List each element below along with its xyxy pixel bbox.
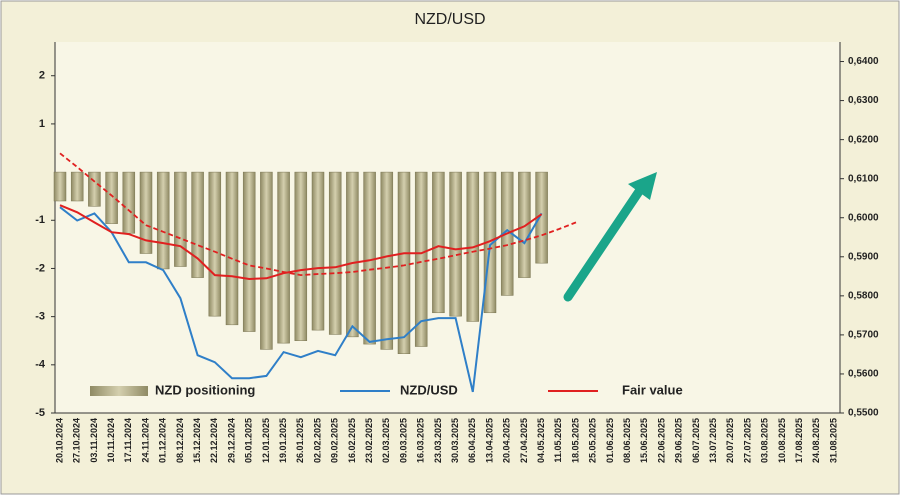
- y2-tick-label: 0,5700: [848, 330, 879, 341]
- x-tick-label: 24.11.2024: [140, 418, 150, 463]
- arrow: [563, 172, 657, 302]
- x-tick-label: 23.03.2025: [433, 418, 443, 463]
- bar: [397, 171, 411, 354]
- bar: [174, 171, 187, 267]
- y-tick-label: -1: [35, 214, 45, 226]
- y-tick-label: 2: [39, 70, 45, 82]
- x-tick-label: 15.12.2024: [192, 418, 202, 463]
- x-tick-label: 16.03.2025: [416, 418, 426, 463]
- x-tick-label: 13.04.2025: [484, 418, 494, 463]
- x-tick-label: 27.07.2025: [742, 418, 752, 463]
- bar: [346, 171, 359, 338]
- x-tick-label: 09.02.2025: [330, 418, 340, 463]
- x-tick-label: 29.12.2024: [226, 418, 236, 463]
- x-tick-label: 31.08.2025: [828, 418, 838, 463]
- x-tick-label: 15.06.2025: [639, 418, 649, 463]
- y2-tick-label: 0,6000: [848, 212, 879, 223]
- bar: [363, 171, 376, 345]
- x-tick-label: 02.02.2025: [312, 418, 322, 463]
- y2-tick-label: 0,5600: [848, 369, 879, 380]
- bar: [191, 171, 204, 278]
- x-tick-label: 22.06.2025: [656, 418, 666, 463]
- bar: [277, 171, 290, 344]
- x-tick-label: 23.02.2025: [364, 418, 374, 463]
- x-tick-label: 18.05.2025: [570, 418, 580, 463]
- plot-area: [55, 42, 840, 413]
- bar: [88, 171, 101, 207]
- x-tick-label: 11.05.2025: [553, 418, 563, 463]
- legend-label: NZD/USD: [400, 382, 458, 397]
- x-tick-label: 12.01.2025: [261, 418, 271, 463]
- chart-title: NZD/USD: [414, 11, 485, 28]
- x-tick-label: 03.08.2025: [760, 418, 770, 463]
- y2-tick-label: 0,5500: [848, 408, 879, 419]
- x-tick-label: 27.04.2025: [519, 418, 529, 463]
- x-tick-label: 30.03.2025: [450, 418, 460, 463]
- bar: [53, 171, 67, 202]
- x-tick-label: 27.10.2024: [72, 418, 82, 463]
- x-tick-label: 10.08.2025: [777, 418, 787, 463]
- line: [59, 204, 543, 281]
- line: [59, 206, 543, 393]
- bar: [156, 171, 170, 270]
- y-tick-label: 1: [39, 118, 45, 130]
- bar: [518, 171, 531, 278]
- y2-tick-label: 0,5900: [848, 251, 879, 262]
- y2-tick-label: 0,6200: [848, 134, 879, 145]
- x-tick-label: 16.02.2025: [347, 418, 357, 463]
- x-tick-label: 26.01.2025: [295, 418, 305, 463]
- bar: [122, 171, 136, 234]
- bar: [242, 171, 256, 332]
- y-tick-label: -4: [35, 359, 46, 371]
- x-tick-label: 04.05.2025: [536, 418, 546, 463]
- x-tick-label: 09.03.2025: [398, 418, 408, 463]
- bar: [260, 171, 273, 350]
- y-tick-label: -3: [35, 311, 45, 323]
- x-tick-label: 20.10.2024: [54, 418, 64, 463]
- bar: [311, 171, 325, 331]
- bar: [328, 171, 342, 335]
- x-tick-label: 08.12.2024: [175, 418, 185, 463]
- x-tick-label: 02.03.2025: [381, 418, 391, 463]
- x-tick-label: 17.08.2025: [794, 418, 804, 463]
- legend-label: NZD positioning: [155, 382, 255, 397]
- x-tick-label: 20.07.2025: [725, 418, 735, 463]
- y2-tick-label: 0,5800: [848, 290, 879, 301]
- x-tick-label: 06.04.2025: [467, 418, 477, 463]
- x-tick-label: 05.01.2025: [244, 418, 254, 463]
- x-tick-label: 24.08.2025: [811, 418, 821, 463]
- x-tick-label: 19.01.2025: [278, 418, 288, 463]
- bar: [208, 171, 222, 317]
- x-tick-label: 10.11.2024: [106, 418, 116, 463]
- y-tick-label: -2: [35, 262, 45, 274]
- bar: [225, 171, 239, 326]
- bar: [380, 171, 394, 350]
- x-tick-label: 29.06.2025: [674, 418, 684, 463]
- x-tick-label: 01.06.2025: [605, 418, 615, 463]
- bar: [294, 171, 308, 341]
- y-tick-label: -5: [35, 407, 45, 419]
- legend-label: Fair value: [622, 382, 683, 397]
- bar: [70, 171, 84, 202]
- bar: [414, 171, 428, 347]
- x-tick-label: 17.11.2024: [123, 418, 133, 463]
- y2-tick-label: 0,6300: [848, 95, 879, 106]
- x-tick-label: 25.05.2025: [588, 418, 598, 463]
- x-tick-label: 20.04.2025: [502, 418, 512, 463]
- bar: [432, 171, 445, 314]
- line: [59, 152, 577, 277]
- x-tick-label: 22.12.2024: [209, 418, 219, 463]
- bar: [449, 171, 462, 317]
- x-tick-label: 06.07.2025: [691, 418, 701, 463]
- y2-tick-label: 0,6400: [848, 56, 879, 67]
- bar: [139, 171, 153, 254]
- bar: [105, 171, 118, 224]
- legend-swatch: [90, 386, 148, 396]
- x-tick-label: 08.06.2025: [622, 418, 632, 463]
- x-tick-label: 13.07.2025: [708, 418, 718, 463]
- x-tick-label: 03.11.2024: [89, 418, 99, 463]
- y2-tick-label: 0,6100: [848, 173, 879, 184]
- x-tick-label: 01.12.2024: [158, 418, 168, 463]
